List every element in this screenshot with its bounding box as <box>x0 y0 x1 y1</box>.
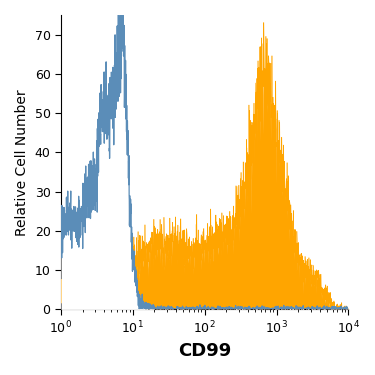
X-axis label: CD99: CD99 <box>178 342 231 360</box>
Y-axis label: Relative Cell Number: Relative Cell Number <box>15 89 29 236</box>
